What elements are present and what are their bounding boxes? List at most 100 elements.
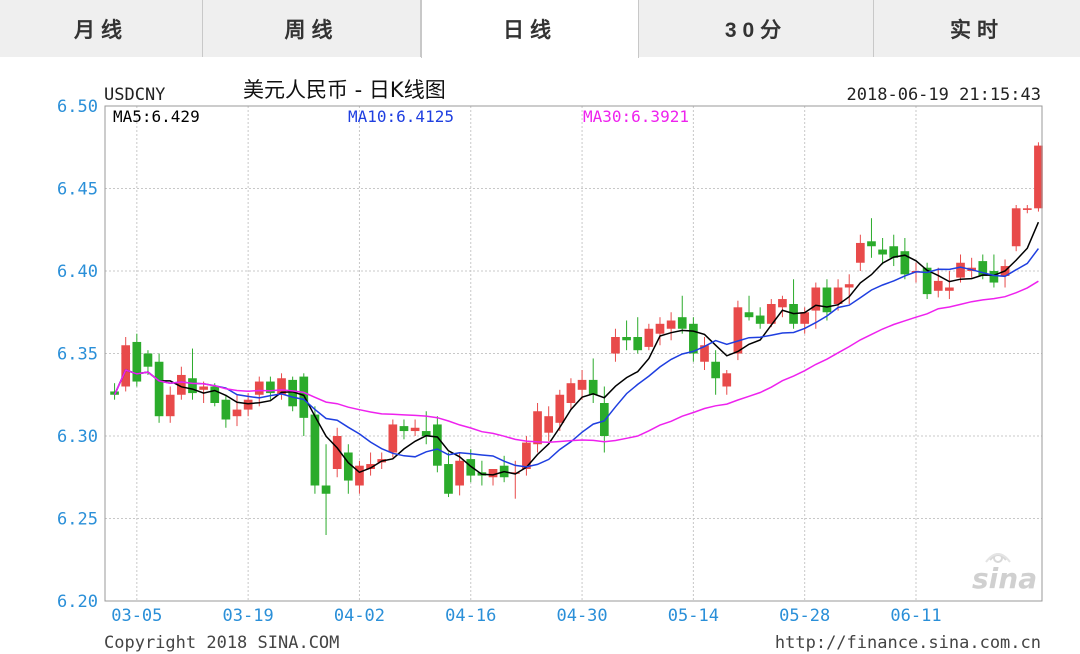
candle-body: [388, 424, 398, 453]
candle-body: [622, 337, 631, 341]
ma5-label: MA5:6.429: [113, 107, 200, 126]
candle-body: [232, 409, 242, 417]
grid-lines: [105, 106, 1042, 601]
candle-body: [933, 280, 943, 291]
candle-body: [522, 442, 531, 469]
candle-body: [455, 460, 464, 486]
candle-body: [366, 464, 375, 469]
candle-body: [288, 379, 298, 407]
candle-body: [444, 464, 453, 494]
candle-body: [855, 242, 865, 263]
candle-body: [811, 287, 821, 311]
candle-body: [410, 427, 420, 432]
x-tick-label: 03-05: [111, 606, 162, 626]
source-url: http://finance.sina.com.cn: [775, 633, 1041, 653]
candle-body: [1022, 208, 1032, 210]
candle-body: [121, 345, 131, 387]
candle-body: [566, 383, 576, 403]
candle-body: [343, 452, 353, 481]
candle-body: [332, 436, 342, 469]
y-tick-label: 6.30: [57, 427, 98, 447]
y-tick-label: 6.40: [57, 262, 98, 282]
x-tick-label: 03-19: [223, 606, 274, 626]
candle-body: [533, 411, 542, 445]
candle-body: [421, 431, 431, 436]
candle-body: [299, 376, 309, 418]
candle-body: [310, 414, 320, 486]
candle-body: [945, 287, 954, 291]
y-tick-label: 6.50: [57, 97, 98, 117]
candle-body: [132, 341, 142, 382]
candle-body: [1034, 145, 1043, 209]
ma5-line: [113, 221, 1040, 476]
tab-realtime[interactable]: 实时: [874, 0, 1080, 57]
y-tick-label: 6.45: [57, 180, 98, 200]
y-tick-label: 6.20: [57, 592, 98, 612]
candle-body: [778, 299, 787, 308]
candle-body: [655, 323, 665, 334]
plot-frame: [104, 105, 1043, 602]
kline-chart[interactable]: 6.50 6.45 6.40 6.35 6.30 6.25 6.20 03-05 03-19 0…: [0, 57, 1080, 654]
candle-body: [544, 416, 554, 433]
tab-weekly[interactable]: 周线: [203, 0, 421, 57]
candle-body: [978, 261, 988, 276]
candle-body: [355, 465, 364, 486]
candle-body: [766, 304, 776, 324]
timestamp: 2018-06-19 21:15:43: [847, 85, 1041, 105]
candle-body: [488, 469, 498, 478]
candle-body: [143, 353, 153, 367]
svg-text:sina: sina: [972, 562, 1037, 594]
x-tick-label: 05-14: [668, 606, 719, 626]
candle-body: [711, 361, 720, 379]
chart-title: 美元人民币 - 日K线图: [243, 78, 446, 102]
candle-body: [555, 394, 565, 423]
y-tick-label: 6.25: [57, 510, 98, 530]
candle-body: [243, 399, 253, 410]
candle-body: [666, 320, 676, 329]
sina-logo-icon: sina: [972, 553, 1037, 594]
moving-average-lines: [113, 221, 1040, 476]
candle-body: [889, 246, 899, 258]
candle-body: [644, 328, 654, 347]
candles: [110, 142, 1043, 535]
tab-30min[interactable]: 30分: [639, 0, 874, 57]
candle-body: [822, 287, 832, 313]
candle-body: [633, 337, 643, 351]
copyright-text: Copyright 2018 SINA.COM: [104, 633, 339, 653]
candle-body: [165, 394, 175, 417]
candle-body: [254, 381, 264, 395]
candle-body: [744, 312, 754, 318]
ma10-label: MA10:6.4125: [348, 107, 454, 126]
tab-monthly[interactable]: 月线: [0, 0, 203, 57]
candle-body: [210, 386, 220, 403]
ma30-label: MA30:6.3921: [583, 107, 689, 126]
x-axis-labels: 03-05 03-19 04-02 04-16 04-30 05-14 05-28 06-11: [111, 606, 941, 626]
candle-body: [154, 361, 164, 417]
candle-body: [577, 379, 587, 390]
candle-body: [599, 403, 609, 436]
x-tick-label: 04-30: [556, 606, 607, 626]
tab-daily[interactable]: 日线: [421, 0, 639, 58]
candle-body: [833, 287, 843, 304]
candle-body: [1011, 208, 1021, 247]
ma10-line: [113, 248, 1040, 468]
candle-body: [199, 386, 208, 390]
x-tick-label: 04-16: [445, 606, 496, 626]
candle-body: [922, 267, 932, 295]
candle-body: [221, 399, 231, 420]
candle-body: [900, 251, 910, 275]
candle-body: [700, 345, 709, 362]
candle-body: [956, 262, 965, 278]
candle-body: [878, 249, 887, 255]
candle-body: [277, 378, 286, 395]
x-tick-label: 05-28: [779, 606, 830, 626]
candle-body: [800, 312, 810, 324]
x-tick-label: 04-02: [334, 606, 385, 626]
candle-body: [677, 317, 687, 329]
candle-body: [588, 379, 598, 395]
candle-body: [844, 284, 854, 288]
y-tick-label: 6.35: [57, 345, 98, 365]
ma30-line: [113, 280, 1039, 444]
candle-body: [510, 472, 520, 474]
candle-body: [466, 459, 476, 476]
